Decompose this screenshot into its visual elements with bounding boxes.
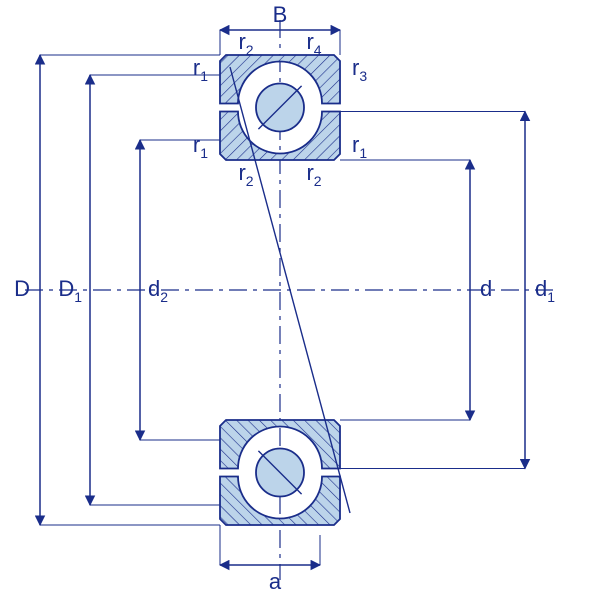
label-B: B (273, 2, 288, 27)
label-D: D (14, 276, 30, 301)
label-d: d (480, 276, 492, 301)
bearing-cross-section-diagram: DD1d2dd1Bar1r2r4r3r1r2r2r1 (0, 0, 600, 600)
label-a: a (269, 569, 282, 594)
